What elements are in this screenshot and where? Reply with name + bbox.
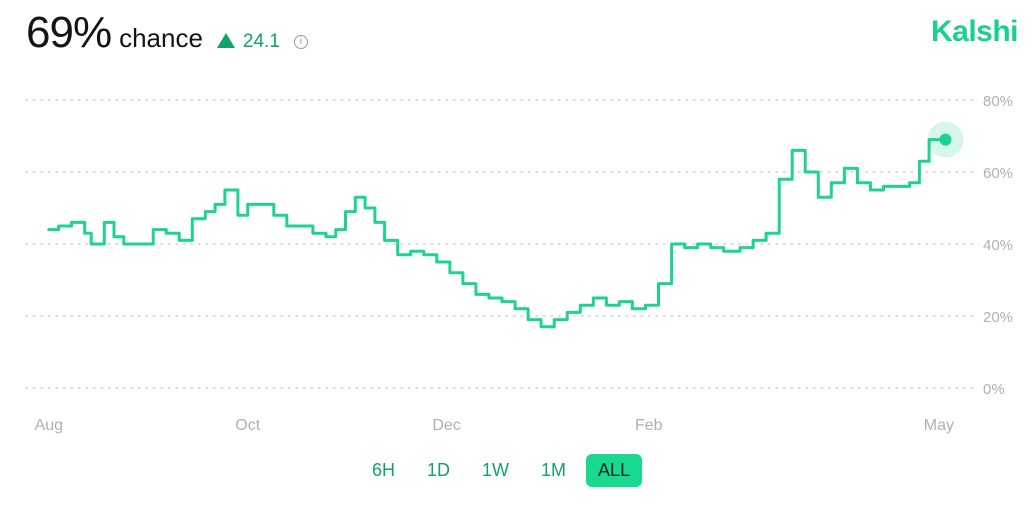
time-range-selector: 6H 1D 1W 1M ALL <box>360 454 650 487</box>
x-tick-label: Feb <box>635 417 663 434</box>
range-button-all[interactable]: ALL <box>586 454 643 487</box>
probability-value: 69% <box>26 8 112 57</box>
y-tick-label: 80% <box>983 93 1013 110</box>
market-header: 69% chance 24.1 i <box>26 8 308 64</box>
range-button-1m[interactable]: 1M <box>541 460 567 480</box>
change-indicator: 24.1 <box>216 31 280 53</box>
y-tick-label: 60% <box>983 165 1013 182</box>
x-tick-label: Oct <box>235 417 260 434</box>
chance-label: chance <box>119 23 203 53</box>
y-tick-label: 40% <box>983 237 1013 254</box>
x-tick-label: Dec <box>432 417 460 434</box>
probability-chart: 80% 60% 40% 20% 0% Aug Oct Dec Feb May <box>25 93 1013 434</box>
range-button-6h[interactable]: 6H <box>372 460 396 480</box>
info-icon[interactable]: i <box>293 34 308 49</box>
up-triangle-icon <box>216 33 235 48</box>
series-line <box>47 138 947 329</box>
brand-logo[interactable]: Kalshi <box>930 15 1019 48</box>
y-tick-label: 0% <box>983 381 1005 398</box>
change-value: 24.1 <box>242 31 280 52</box>
range-button-1d[interactable]: 1D <box>427 460 451 480</box>
range-button-1w[interactable]: 1W <box>482 460 510 480</box>
y-tick-label: 20% <box>983 309 1013 326</box>
end-point-marker <box>939 133 952 146</box>
x-tick-label: May <box>924 417 954 434</box>
x-tick-label: Aug <box>35 417 63 434</box>
